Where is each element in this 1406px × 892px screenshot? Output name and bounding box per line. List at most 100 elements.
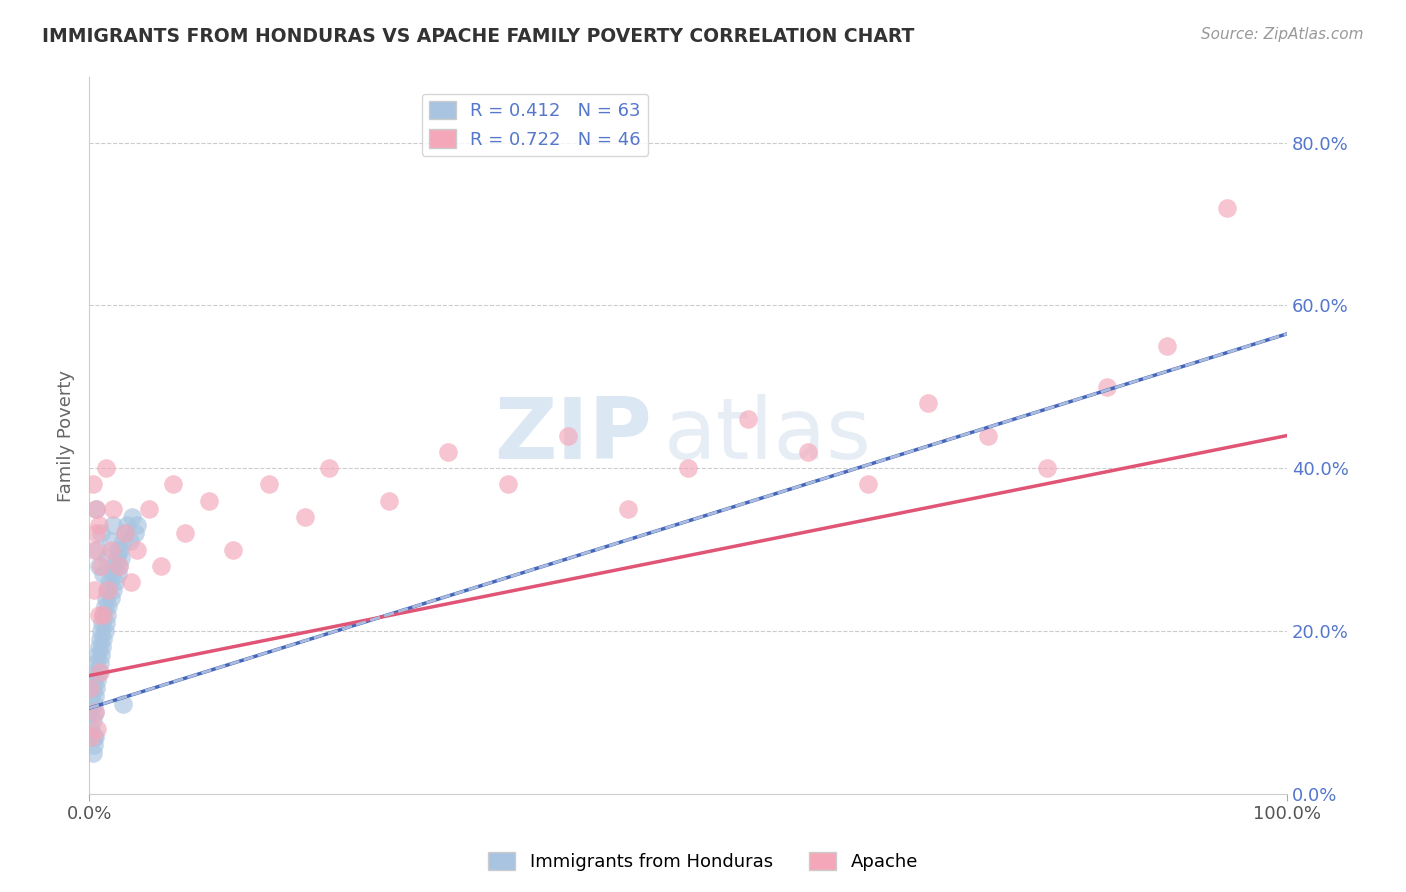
Point <box>108 558 131 573</box>
Point <box>84 665 107 679</box>
Point <box>83 738 105 752</box>
Text: atlas: atlas <box>664 394 872 477</box>
Point <box>83 697 105 711</box>
Point <box>84 730 107 744</box>
Point <box>118 534 141 549</box>
Point <box>174 526 197 541</box>
Point <box>676 461 699 475</box>
Point <box>94 591 117 606</box>
Point <box>84 681 107 695</box>
Point <box>80 689 103 703</box>
Point <box>162 477 184 491</box>
Point <box>79 681 101 695</box>
Point <box>84 689 107 703</box>
Point <box>149 558 172 573</box>
Point <box>257 477 280 491</box>
Point <box>856 477 879 491</box>
Point <box>96 607 118 622</box>
Point <box>917 396 939 410</box>
Point <box>125 518 148 533</box>
Point <box>89 665 111 679</box>
Y-axis label: Family Poverty: Family Poverty <box>58 369 75 501</box>
Point <box>82 714 104 728</box>
Point <box>617 501 640 516</box>
Point <box>125 542 148 557</box>
Point <box>87 640 110 655</box>
Point <box>93 607 115 622</box>
Point <box>117 518 139 533</box>
Point <box>80 730 103 744</box>
Point <box>96 583 118 598</box>
Point <box>1097 380 1119 394</box>
Point <box>96 550 118 565</box>
Point <box>82 746 104 760</box>
Point <box>98 575 121 590</box>
Point <box>87 558 110 573</box>
Point <box>82 477 104 491</box>
Point <box>89 657 111 671</box>
Point <box>83 673 105 687</box>
Point <box>101 501 124 516</box>
Point <box>107 566 129 581</box>
Point <box>94 615 117 630</box>
Point <box>83 730 105 744</box>
Point <box>82 681 104 695</box>
Point <box>89 632 111 646</box>
Point <box>100 542 122 557</box>
Text: Source: ZipAtlas.com: Source: ZipAtlas.com <box>1201 27 1364 42</box>
Text: IMMIGRANTS FROM HONDURAS VS APACHE FAMILY POVERTY CORRELATION CHART: IMMIGRANTS FROM HONDURAS VS APACHE FAMIL… <box>42 27 914 45</box>
Point <box>107 542 129 557</box>
Point <box>737 412 759 426</box>
Point <box>101 583 124 598</box>
Point <box>84 706 107 720</box>
Point <box>294 510 316 524</box>
Point <box>90 624 112 638</box>
Point <box>1036 461 1059 475</box>
Point <box>797 445 820 459</box>
Point <box>91 615 114 630</box>
Point <box>103 558 125 573</box>
Point <box>101 518 124 533</box>
Point <box>222 542 245 557</box>
Point <box>105 550 128 565</box>
Point <box>87 665 110 679</box>
Point <box>101 566 124 581</box>
Point <box>86 648 108 663</box>
Point <box>84 706 107 720</box>
Point <box>97 583 120 598</box>
Point <box>111 697 134 711</box>
Text: ZIP: ZIP <box>495 394 652 477</box>
Point <box>1156 339 1178 353</box>
Point <box>110 542 132 557</box>
Point <box>87 607 110 622</box>
Point <box>93 607 115 622</box>
Legend: Immigrants from Honduras, Apache: Immigrants from Honduras, Apache <box>481 845 925 879</box>
Point <box>90 648 112 663</box>
Point <box>97 599 120 614</box>
Point <box>86 673 108 687</box>
Point <box>318 461 340 475</box>
Point <box>120 575 142 590</box>
Point <box>87 518 110 533</box>
Point <box>90 558 112 573</box>
Legend: R = 0.412   N = 63, R = 0.722   N = 46: R = 0.412 N = 63, R = 0.722 N = 46 <box>422 94 648 156</box>
Point <box>86 722 108 736</box>
Point <box>138 501 160 516</box>
Point <box>100 591 122 606</box>
Point <box>84 657 107 671</box>
Point <box>557 428 579 442</box>
Point <box>104 575 127 590</box>
Point <box>93 599 115 614</box>
Point <box>93 566 115 581</box>
Point <box>437 445 460 459</box>
Point <box>1216 201 1239 215</box>
Point <box>94 461 117 475</box>
Point <box>198 493 221 508</box>
Point <box>91 640 114 655</box>
Point <box>83 583 105 598</box>
Point <box>121 510 143 524</box>
Point <box>86 542 108 557</box>
Point <box>79 706 101 720</box>
Point <box>84 526 107 541</box>
Point <box>111 534 134 549</box>
